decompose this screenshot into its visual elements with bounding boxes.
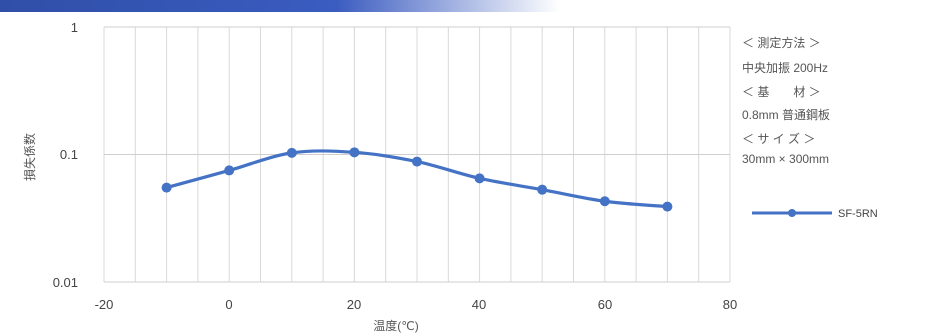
data-point <box>349 147 360 158</box>
x-tick-label: 80 <box>723 297 737 312</box>
chart-grid <box>103 26 731 283</box>
y-axis-title: 損失係数 <box>22 133 37 181</box>
data-point <box>224 165 235 176</box>
x-tick-label: 20 <box>347 297 361 312</box>
y-tick-label: 0.1 <box>60 147 78 162</box>
header-band <box>0 0 560 12</box>
y-tick-labels: 1 0.1 0.01 <box>53 20 78 290</box>
note-line: ＜ 基 材 ＞ <box>742 85 821 99</box>
data-point <box>537 184 548 195</box>
data-point <box>599 196 610 207</box>
legend-label: SF-5RN <box>838 208 878 220</box>
data-point <box>474 173 485 184</box>
legend: SF-5RN <box>752 208 878 220</box>
x-tick-label: 40 <box>472 297 486 312</box>
data-point <box>412 156 422 167</box>
legend-marker <box>788 209 796 217</box>
measurement-notes: ＜ 測定方法 ＞ 中央加振 200Hz ＜ 基 材 ＞ 0.8mm 普通鋼板 ＜… <box>742 35 830 166</box>
x-tick-labels: -20 0 20 40 60 80 <box>95 297 738 312</box>
note-line: ＜ 測定方法 ＞ <box>742 35 821 50</box>
series-layer <box>161 147 673 212</box>
note-line: 中央加振 200Hz <box>742 60 828 75</box>
note-line: 30mm × 300mm <box>742 152 829 166</box>
data-point <box>161 182 172 193</box>
x-tick-label: -20 <box>95 297 114 312</box>
data-point <box>662 201 673 212</box>
x-tick-label: 60 <box>598 297 612 312</box>
y-tick-label: 0.01 <box>53 275 78 290</box>
note-line: 0.8mm 普通鋼板 <box>742 108 830 122</box>
data-point <box>286 147 297 158</box>
y-tick-label: 1 <box>71 20 78 35</box>
x-axis-title: 温度(℃) <box>373 318 418 333</box>
note-line: ＜ サ イ ズ ＞ <box>742 131 815 146</box>
x-tick-label: 0 <box>225 297 232 312</box>
